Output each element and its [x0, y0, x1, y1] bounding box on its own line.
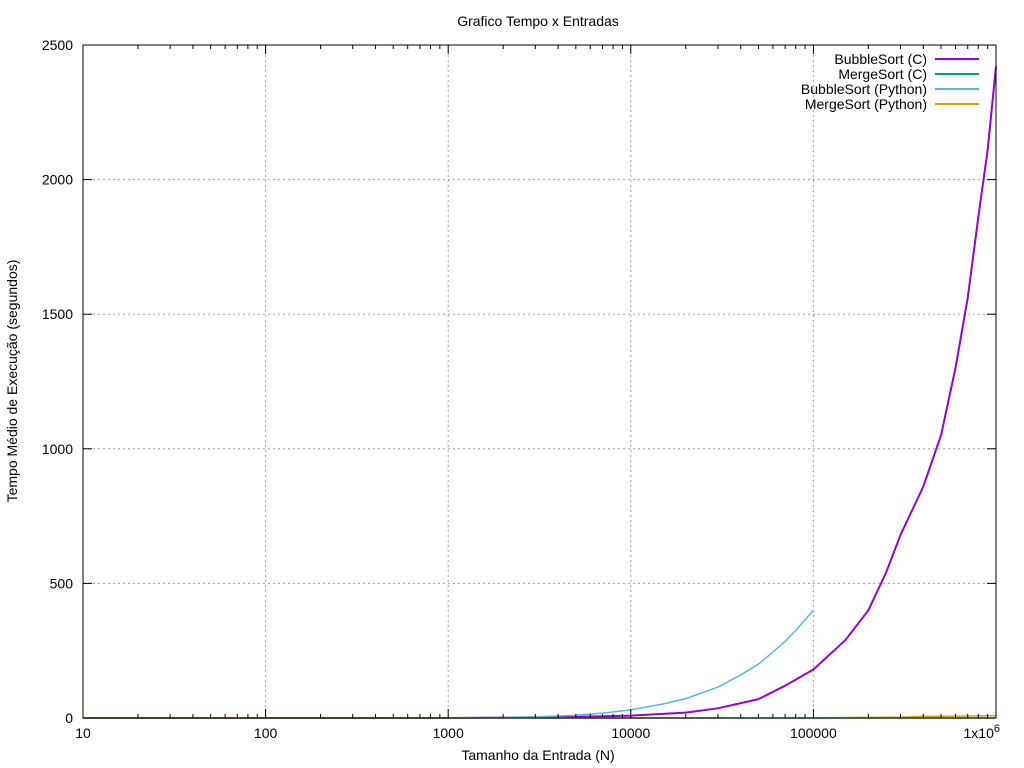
- series-lines: [82, 66, 997, 719]
- tick-labels: 10 100 1000 10000 100000 1x106 0 500 1000 1500 200…: [42, 37, 1000, 741]
- x-tick-label: 1000: [433, 725, 464, 741]
- grid: [83, 45, 996, 718]
- chart-title: Grafico Tempo x Entradas: [457, 13, 619, 29]
- series-line-bubblesort-c: [82, 66, 997, 719]
- x-tick-label: 100: [254, 725, 278, 741]
- y-tick-label: 2500: [42, 37, 73, 53]
- x-tick-label: 1x106: [964, 723, 1000, 741]
- legend-label: MergeSort (Python): [805, 96, 927, 112]
- y-tick-label: 1000: [42, 441, 73, 457]
- y-tick-label: 500: [50, 575, 74, 591]
- x-tick-label: 10000: [611, 725, 650, 741]
- x-axis-label: Tamanho da Entrada (N): [461, 747, 614, 763]
- y-tick-label: 2000: [42, 172, 73, 188]
- plot-border: [82, 44, 997, 719]
- axis-ticks: [82, 44, 997, 719]
- legend-label: BubbleSort (Python): [801, 81, 927, 97]
- y-tick-label: 0: [65, 710, 73, 726]
- series-line-bubblesort-python: [448, 609, 814, 719]
- x-tick-label: 10: [75, 725, 91, 741]
- legend-label: BubbleSort (C): [834, 51, 927, 67]
- y-axis-label: Tempo Médio de Execução (segundos): [4, 260, 20, 503]
- x-tick-label: 100000: [790, 725, 837, 741]
- y-tick-label: 1500: [42, 306, 73, 322]
- legend: BubbleSort (C)MergeSort (C)BubbleSort (P…: [801, 51, 979, 112]
- legend-label: MergeSort (C): [838, 66, 927, 82]
